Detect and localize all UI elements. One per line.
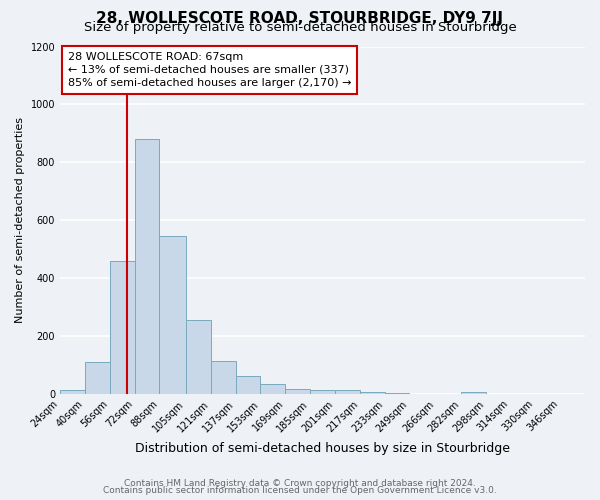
Bar	[236, 376, 260, 394]
Bar	[186, 320, 211, 394]
Text: 28 WOLLESCOTE ROAD: 67sqm
← 13% of semi-detached houses are smaller (337)
85% of: 28 WOLLESCOTE ROAD: 67sqm ← 13% of semi-…	[68, 52, 352, 88]
X-axis label: Distribution of semi-detached houses by size in Stourbridge: Distribution of semi-detached houses by …	[135, 442, 510, 455]
Bar	[110, 260, 134, 394]
Bar	[385, 393, 409, 394]
Bar	[461, 392, 485, 394]
Bar	[160, 236, 186, 394]
Text: Size of property relative to semi-detached houses in Stourbridge: Size of property relative to semi-detach…	[83, 22, 517, 35]
Bar	[134, 139, 160, 394]
Bar	[260, 384, 285, 394]
Bar	[285, 388, 310, 394]
Y-axis label: Number of semi-detached properties: Number of semi-detached properties	[15, 117, 25, 323]
Bar	[310, 390, 335, 394]
Bar	[360, 392, 385, 394]
Bar	[335, 390, 360, 394]
Bar	[85, 362, 110, 394]
Text: Contains HM Land Registry data © Crown copyright and database right 2024.: Contains HM Land Registry data © Crown c…	[124, 478, 476, 488]
Bar	[211, 360, 236, 394]
Text: 28, WOLLESCOTE ROAD, STOURBRIDGE, DY9 7JJ: 28, WOLLESCOTE ROAD, STOURBRIDGE, DY9 7J…	[97, 12, 503, 26]
Text: Contains public sector information licensed under the Open Government Licence v3: Contains public sector information licen…	[103, 486, 497, 495]
Bar	[60, 390, 85, 394]
